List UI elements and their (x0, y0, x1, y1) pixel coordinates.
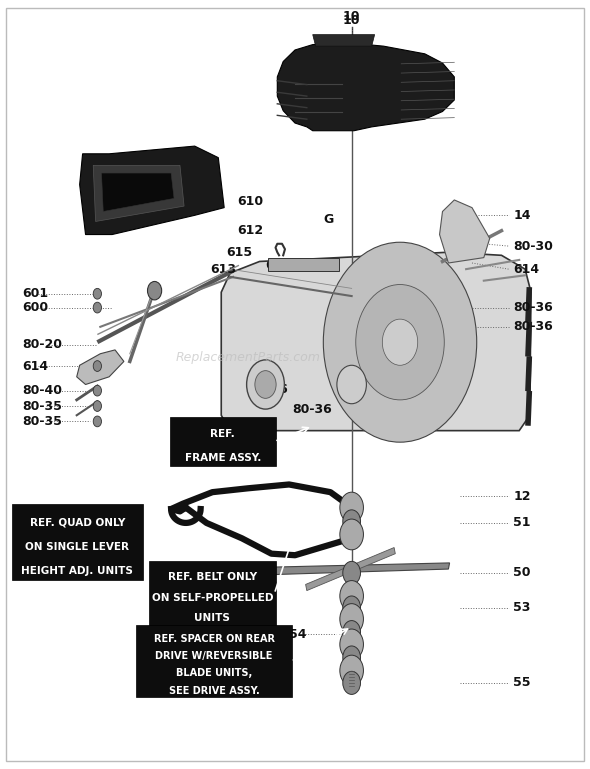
Text: 600: 600 (22, 301, 48, 314)
Circle shape (343, 621, 360, 644)
Circle shape (148, 281, 162, 300)
Text: 612: 612 (238, 225, 264, 237)
Text: 80-20: 80-20 (22, 338, 63, 351)
Text: 53: 53 (513, 601, 530, 614)
Text: UNITS: UNITS (195, 613, 230, 624)
Circle shape (343, 646, 360, 669)
Text: HEIGHT ADJ. UNITS: HEIGHT ADJ. UNITS (21, 566, 133, 576)
Circle shape (340, 655, 363, 686)
Text: 80-36: 80-36 (292, 403, 332, 415)
Circle shape (340, 629, 363, 660)
Polygon shape (93, 165, 184, 221)
Text: 613: 613 (210, 263, 236, 275)
Circle shape (247, 360, 284, 409)
Circle shape (382, 319, 418, 365)
Circle shape (93, 288, 101, 299)
Text: ReplacementParts.com: ReplacementParts.com (175, 351, 320, 364)
Text: DRIVE W/REVERSIBLE: DRIVE W/REVERSIBLE (156, 651, 273, 661)
Text: ON SELF-PROPELLED: ON SELF-PROPELLED (152, 593, 273, 603)
Text: BLADE UNITS,: BLADE UNITS, (176, 668, 253, 678)
Polygon shape (101, 173, 174, 211)
FancyBboxPatch shape (170, 417, 276, 466)
Circle shape (340, 519, 363, 550)
Text: 80-40: 80-40 (22, 384, 63, 397)
Text: 50: 50 (513, 567, 531, 579)
Circle shape (255, 371, 276, 398)
Polygon shape (313, 35, 375, 46)
Polygon shape (253, 563, 450, 575)
Text: REF. QUAD ONLY: REF. QUAD ONLY (30, 518, 125, 528)
Text: 615: 615 (226, 246, 252, 258)
Circle shape (343, 510, 360, 533)
Text: 10: 10 (342, 14, 360, 27)
Polygon shape (80, 146, 224, 235)
FancyBboxPatch shape (136, 625, 292, 697)
Polygon shape (277, 42, 454, 131)
Circle shape (343, 596, 360, 619)
Text: FRAME ASSY.: FRAME ASSY. (185, 452, 261, 463)
Text: REF. SPACER ON REAR: REF. SPACER ON REAR (153, 634, 275, 644)
Text: ON SINGLE LEVER: ON SINGLE LEVER (25, 541, 129, 551)
Text: 80-36: 80-36 (513, 301, 553, 314)
Text: 80-35: 80-35 (22, 415, 63, 428)
Circle shape (93, 385, 101, 396)
Polygon shape (440, 200, 490, 263)
Circle shape (340, 492, 363, 523)
Text: 10: 10 (343, 10, 360, 23)
Circle shape (323, 242, 477, 442)
Text: 55: 55 (513, 677, 531, 689)
Text: 80-36: 80-36 (248, 384, 287, 396)
FancyBboxPatch shape (149, 561, 276, 626)
Circle shape (340, 581, 363, 611)
Circle shape (356, 285, 444, 400)
Text: REF. BELT ONLY: REF. BELT ONLY (168, 572, 257, 582)
FancyBboxPatch shape (268, 258, 339, 271)
Text: 51: 51 (513, 517, 531, 529)
Text: 611: 611 (266, 259, 291, 271)
Circle shape (343, 671, 360, 694)
Circle shape (93, 361, 101, 371)
Text: 80-30: 80-30 (513, 240, 553, 252)
Polygon shape (221, 252, 531, 431)
Polygon shape (306, 548, 395, 591)
Circle shape (93, 416, 101, 427)
Text: 601: 601 (22, 288, 48, 300)
Text: 14: 14 (513, 209, 531, 221)
Circle shape (93, 302, 101, 313)
Text: 610: 610 (238, 195, 264, 208)
Text: 614: 614 (22, 360, 48, 372)
Circle shape (343, 561, 360, 584)
Text: 12: 12 (513, 490, 531, 502)
Polygon shape (77, 350, 124, 384)
Text: G: G (323, 213, 333, 225)
Circle shape (340, 604, 363, 634)
Text: 80-35: 80-35 (22, 400, 63, 412)
Text: REF.: REF. (211, 429, 235, 440)
Text: 80-36: 80-36 (513, 321, 553, 333)
FancyBboxPatch shape (12, 504, 143, 580)
Text: SEE DRIVE ASSY.: SEE DRIVE ASSY. (169, 686, 260, 696)
Circle shape (337, 365, 366, 404)
Text: 54: 54 (289, 628, 307, 641)
Circle shape (93, 401, 101, 411)
Text: 614: 614 (513, 263, 539, 275)
